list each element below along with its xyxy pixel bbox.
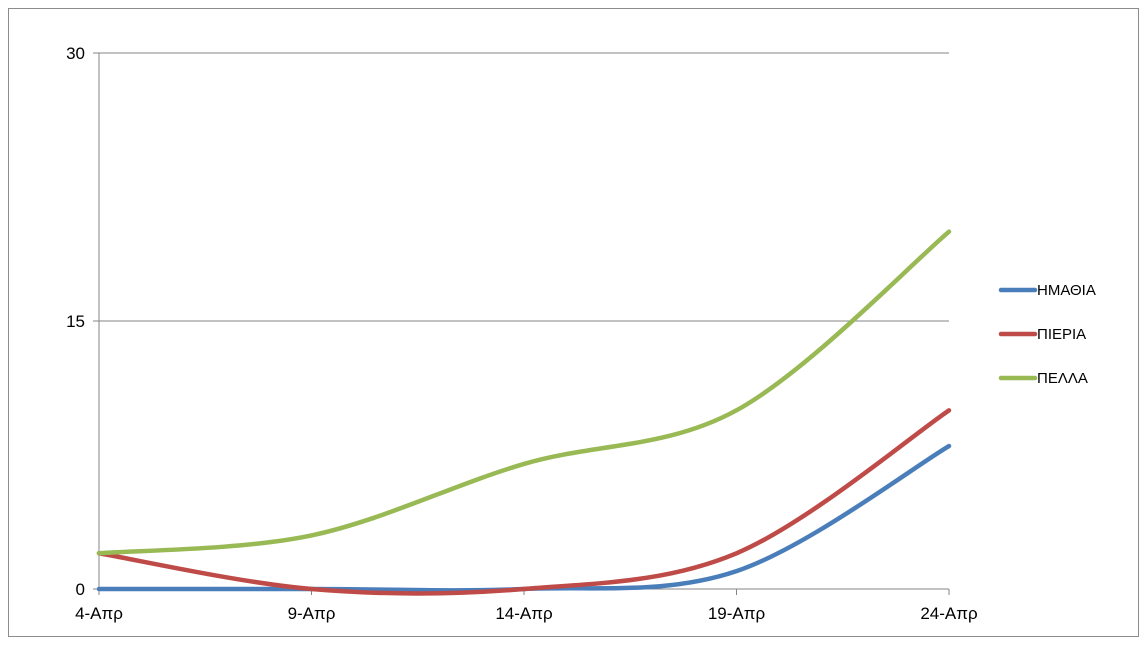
legend-label-3: ΠΕΛΛΑ <box>1037 370 1088 387</box>
x-axis-ticks: 4-Απρ 9-Απρ 14-Απρ 19-Απρ 24-Απρ <box>75 604 978 623</box>
axes <box>93 52 950 595</box>
series-line-2 <box>96 408 952 596</box>
series-line-3 <box>96 229 952 556</box>
series-line-1 <box>96 443 952 593</box>
gridlines <box>99 52 949 322</box>
y-tick-label: 15 <box>66 312 85 331</box>
x-tick-label: 19-Απρ <box>708 604 765 623</box>
x-tick-label: 4-Απρ <box>75 604 123 623</box>
y-tick-label: 30 <box>66 44 85 63</box>
x-tick-label: 14-Απρ <box>495 604 552 623</box>
x-tick-label: 9-Απρ <box>288 604 336 623</box>
legend-label-2: ΠΙΕΡΙΑ <box>1037 326 1086 343</box>
legend-label-1: ΗΜΑΘΙΑ <box>1037 282 1096 299</box>
series-lines <box>96 229 952 596</box>
y-tick-label: 0 <box>76 580 85 599</box>
x-tick-label: 24-Απρ <box>920 604 977 623</box>
y-axis-ticks: 0 15 30 <box>66 44 85 599</box>
legend: ΗΜΑΘΙΑ ΠΙΕΡΙΑ ΠΕΛΛΑ <box>998 282 1096 387</box>
chart-frame <box>8 8 1139 637</box>
